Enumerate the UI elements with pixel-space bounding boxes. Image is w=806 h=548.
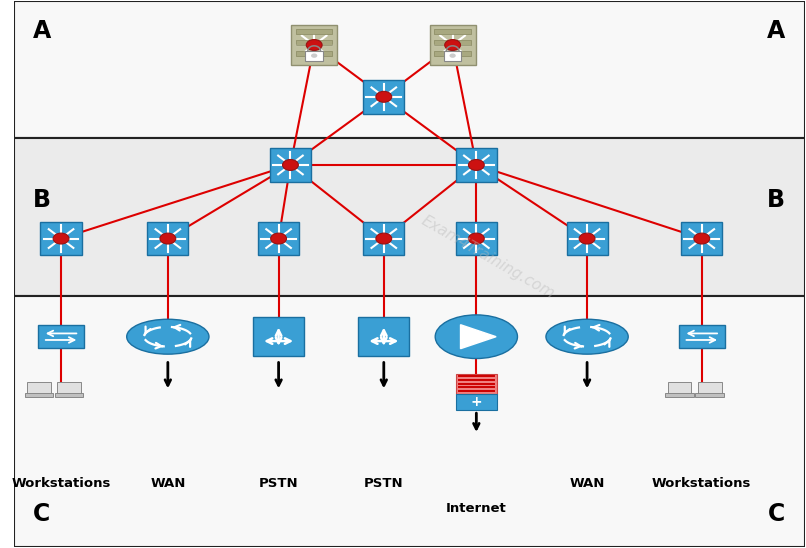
Bar <box>667 383 692 395</box>
Circle shape <box>376 92 392 102</box>
Bar <box>258 222 299 255</box>
Circle shape <box>468 233 484 244</box>
Bar <box>40 222 81 255</box>
Bar <box>679 326 725 348</box>
Bar <box>364 222 405 255</box>
Circle shape <box>450 54 455 58</box>
Text: Internet: Internet <box>446 502 507 515</box>
Circle shape <box>311 54 318 58</box>
Text: PSTN: PSTN <box>259 477 298 490</box>
Text: +: + <box>471 395 482 409</box>
Bar <box>296 40 332 45</box>
Ellipse shape <box>546 319 628 354</box>
Bar <box>364 80 405 113</box>
Bar <box>567 222 608 255</box>
Circle shape <box>283 159 298 170</box>
Text: B: B <box>767 189 785 213</box>
Ellipse shape <box>435 315 517 358</box>
Bar <box>293 28 334 62</box>
Text: WAN: WAN <box>569 477 604 490</box>
Circle shape <box>468 159 484 170</box>
Circle shape <box>694 233 710 244</box>
Text: PSTN: PSTN <box>364 477 404 490</box>
Bar <box>434 51 471 56</box>
Bar <box>455 148 497 182</box>
Bar <box>291 25 337 65</box>
Bar <box>455 374 497 394</box>
Bar <box>14 296 804 546</box>
Bar <box>358 317 409 356</box>
Bar <box>305 51 323 60</box>
Text: WAN: WAN <box>150 477 185 490</box>
Circle shape <box>306 39 322 50</box>
Bar <box>681 222 722 255</box>
Circle shape <box>376 233 392 244</box>
Bar <box>14 2 804 138</box>
Bar <box>696 393 724 397</box>
Bar <box>14 138 804 296</box>
Text: B: B <box>33 189 52 213</box>
Bar <box>430 25 476 65</box>
Bar <box>455 394 497 410</box>
Bar <box>25 393 53 397</box>
Bar <box>434 40 471 45</box>
Circle shape <box>580 233 595 244</box>
Circle shape <box>160 233 176 244</box>
Bar <box>444 51 461 60</box>
Bar <box>455 222 497 255</box>
Text: Exam4Training.com: Exam4Training.com <box>419 213 558 302</box>
Polygon shape <box>460 325 496 349</box>
Bar <box>27 383 51 395</box>
Text: C: C <box>767 502 785 526</box>
Bar <box>296 29 332 35</box>
Circle shape <box>53 233 69 244</box>
Bar <box>253 317 305 356</box>
Bar <box>270 148 311 182</box>
Circle shape <box>445 39 460 50</box>
Bar <box>55 393 83 397</box>
Bar <box>147 222 189 255</box>
Bar <box>434 29 471 35</box>
Text: Workstations: Workstations <box>11 477 110 490</box>
Text: C: C <box>33 502 51 526</box>
Bar <box>57 383 81 395</box>
Text: A: A <box>33 19 52 43</box>
Bar <box>432 28 473 62</box>
Circle shape <box>271 233 286 244</box>
Bar <box>38 326 84 348</box>
Text: A: A <box>767 19 785 43</box>
Ellipse shape <box>127 319 209 354</box>
Bar <box>296 51 332 56</box>
Bar <box>698 383 721 395</box>
Text: Workstations: Workstations <box>652 477 751 490</box>
Bar <box>666 393 694 397</box>
